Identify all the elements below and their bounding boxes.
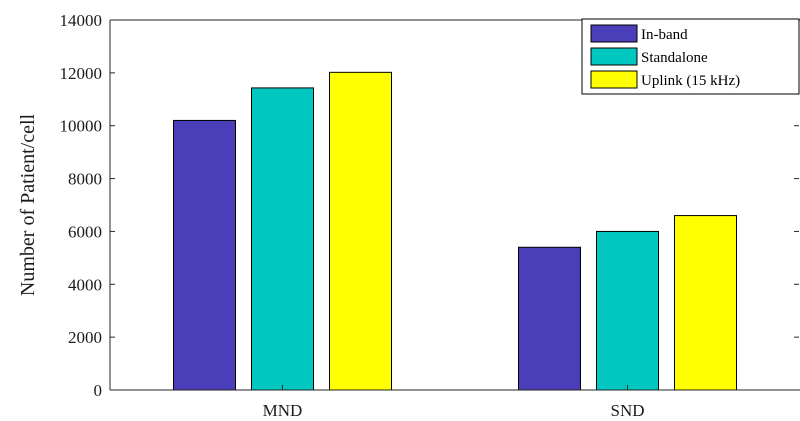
legend: In-band Standalone Uplink (15 kHz) [581,18,800,95]
x-tick-label: SND [610,401,644,420]
bar-mnd-2 [251,87,314,391]
axes-group: MND SND 0 2000 4000 6000 8000 10000 12000 14000 [60,11,800,420]
legend-swatch [590,24,638,43]
y-tick-label: 6000 [68,222,102,241]
bar-mnd-1 [173,119,236,391]
y-tick-label: 4000 [68,275,102,294]
bars-group [173,71,737,391]
y-tick-label: 14000 [60,11,103,30]
bar-snd-1 [518,246,581,391]
legend-label: Standalone [641,50,708,66]
bar-mnd-3 [329,71,392,391]
y-tick-label: 10000 [60,117,103,136]
bar-snd-3 [674,215,737,391]
legend-swatch [590,70,638,89]
y-tick-label: 2000 [68,328,102,347]
y-tick-label: 12000 [60,64,103,83]
bar-snd-2 [596,230,659,391]
legend-swatch [590,47,638,66]
y-tick-label: 0 [94,381,103,400]
y-axis-label: Number of Patient/cell [17,113,39,296]
legend-label: Uplink (15 kHz) [641,73,740,89]
x-tick-label: MND [263,401,303,420]
y-tick-label: 8000 [68,170,102,189]
legend-label: In-band [641,27,688,43]
